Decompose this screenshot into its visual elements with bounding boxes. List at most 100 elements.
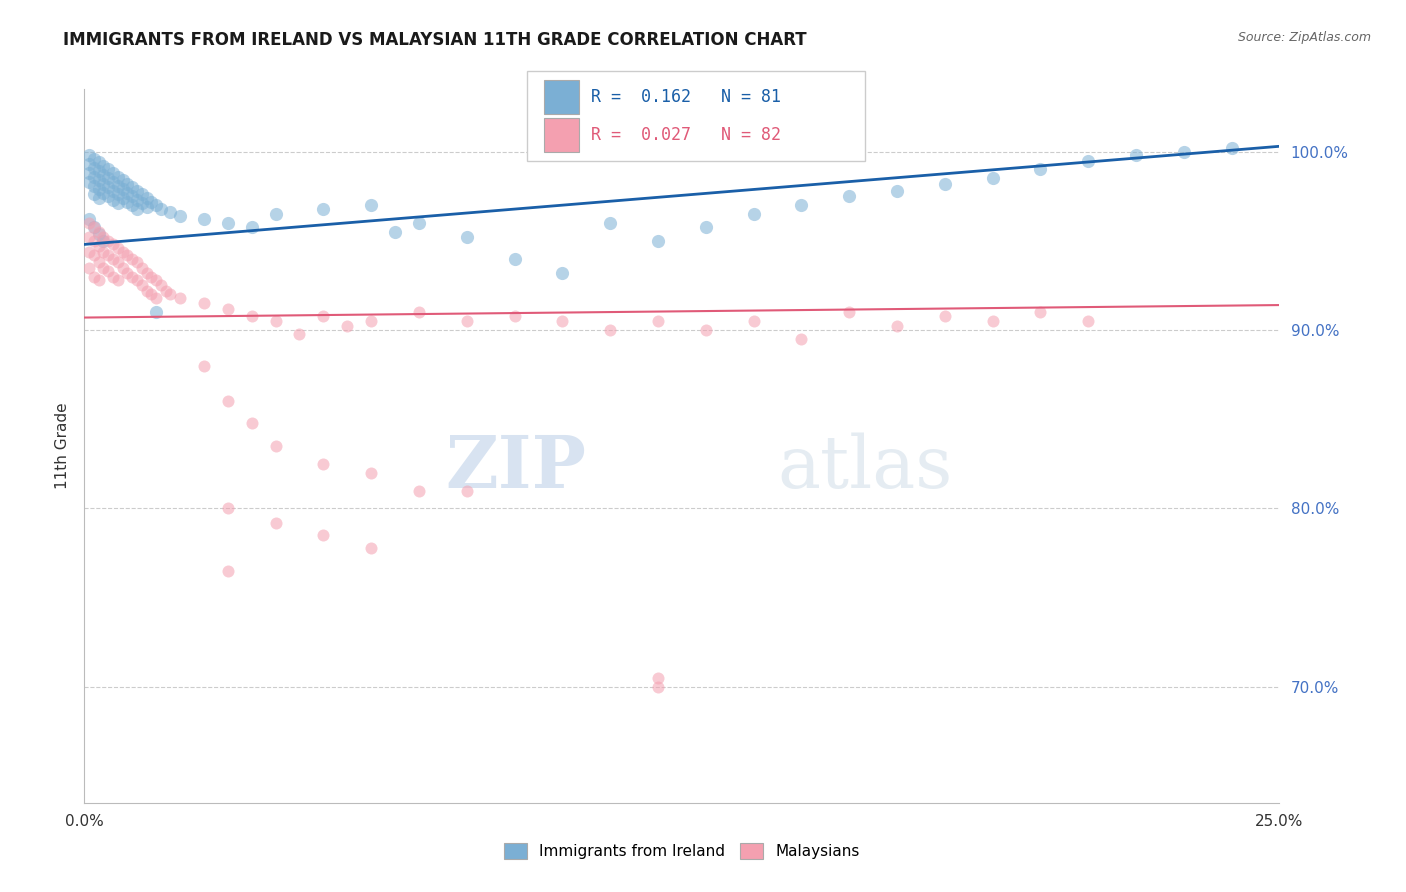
Point [131,196,153,211]
Point [360,466,382,480]
Point [83,187,105,202]
Point [838,305,860,319]
Point [695,323,717,337]
Point [193,212,215,227]
Point [599,216,621,230]
Point [981,314,1004,328]
Point [87,273,110,287]
Point [83,169,105,184]
Point [77,230,100,244]
Point [408,305,430,319]
Point [1077,314,1099,328]
Point [77,260,100,275]
Point [97,264,120,278]
Point [217,564,239,578]
Point [456,483,478,498]
Point [125,255,148,269]
Point [93,168,115,182]
Point [384,225,406,239]
Point [125,193,148,207]
Point [93,234,115,248]
Point [264,207,287,221]
Point [87,225,110,239]
Point [83,219,105,234]
Point [408,216,430,230]
Point [83,161,105,175]
Point [217,301,239,316]
Point [647,671,669,685]
Point [551,314,574,328]
Point [647,314,669,328]
Point [93,244,115,259]
Point [141,269,163,284]
Text: IMMIGRANTS FROM IRELAND VS MALAYSIAN 11TH GRADE CORRELATION CHART: IMMIGRANTS FROM IRELAND VS MALAYSIAN 11T… [63,31,807,49]
Point [1125,148,1147,162]
Point [169,209,191,223]
Point [87,164,110,178]
Point [1029,305,1052,319]
Point [125,184,148,198]
Point [97,248,120,262]
Point [135,200,157,214]
Point [117,177,139,191]
Point [77,212,100,227]
Point [240,219,263,234]
Point [145,273,167,287]
Point [1029,162,1052,177]
Point [131,260,153,275]
Point [217,216,239,230]
Point [83,234,105,248]
Point [111,260,134,275]
Point [117,194,139,209]
Point [87,155,110,169]
Point [97,189,120,203]
Point [647,680,669,694]
Point [93,159,115,173]
Point [155,284,177,298]
Point [135,284,157,298]
Point [695,219,717,234]
Point [77,148,100,162]
Point [159,205,181,219]
Point [87,173,110,187]
Point [312,528,335,542]
Point [77,157,100,171]
Point [312,457,335,471]
Point [107,196,129,211]
Point [111,182,134,196]
Point [217,501,239,516]
Point [456,230,478,244]
Point [93,177,115,191]
Point [101,184,124,198]
Point [551,266,574,280]
Point [886,319,908,334]
Point [121,269,143,284]
Point [101,252,124,266]
Point [87,182,110,196]
Point [125,202,148,216]
Point [456,314,478,328]
Point [1077,153,1099,168]
Point [135,191,157,205]
Point [360,541,382,555]
Point [312,202,335,216]
Point [83,178,105,193]
Point [117,248,139,262]
Point [87,191,110,205]
Text: R =  0.162   N = 81: R = 0.162 N = 81 [591,88,780,106]
Point [503,252,526,266]
Point [117,186,139,200]
Text: atlas: atlas [778,432,953,503]
Point [87,239,110,253]
Point [131,278,153,293]
Point [193,296,215,310]
Point [1220,141,1243,155]
Point [264,314,287,328]
Point [121,180,143,194]
Text: R =  0.027   N = 82: R = 0.027 N = 82 [591,126,780,144]
Point [886,184,908,198]
Point [141,194,163,209]
Point [145,291,167,305]
Text: ZIP: ZIP [446,432,586,503]
Point [217,394,239,409]
